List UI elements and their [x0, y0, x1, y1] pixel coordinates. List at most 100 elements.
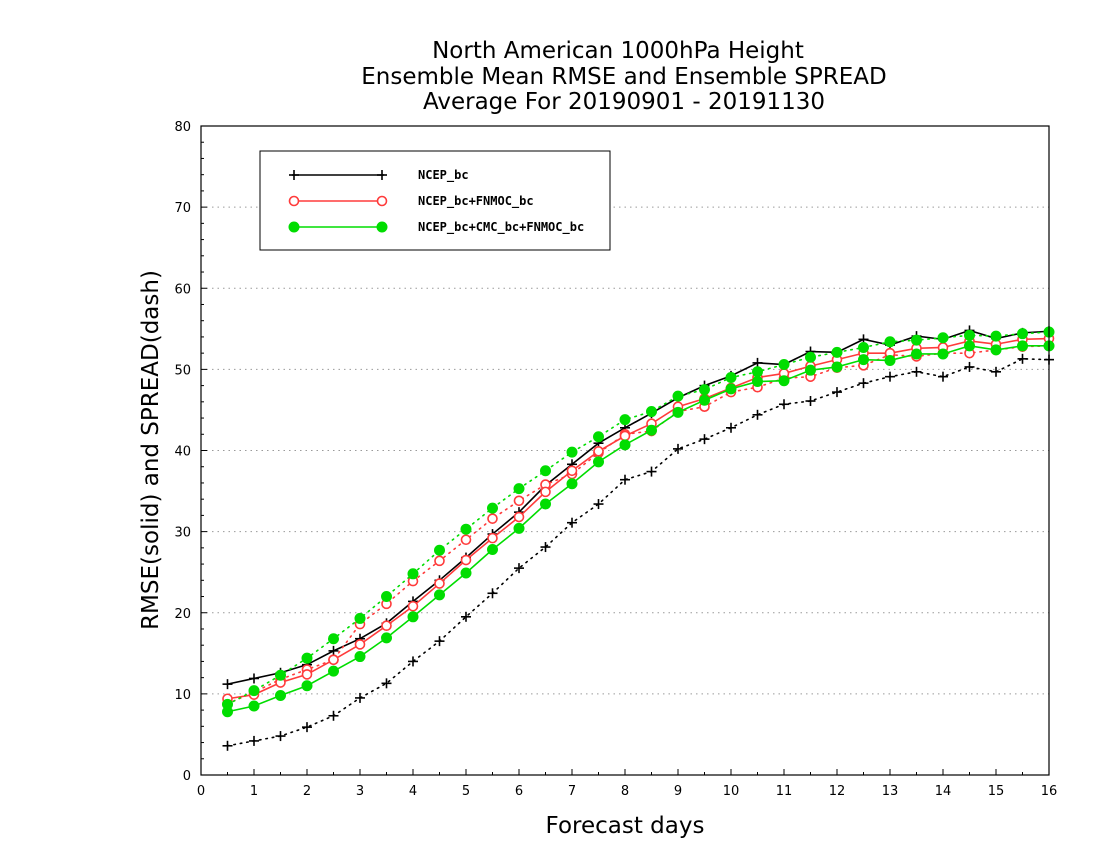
spread-point — [593, 431, 604, 443]
title-line-1: North American 1000hPa Height — [432, 38, 804, 64]
title-line-2: Ensemble Mean RMSE and Ensemble SPREAD — [361, 64, 886, 90]
rmse-point — [301, 669, 313, 680]
y-tick-label: 70 — [174, 201, 191, 216]
x-tick-label: 10 — [723, 784, 740, 799]
y-tick-label: 0 — [183, 769, 191, 784]
spread-point — [937, 332, 949, 344]
spread-point — [991, 366, 1001, 377]
spread-point — [407, 568, 419, 580]
x-tick-label: 11 — [776, 784, 793, 799]
spread-point — [672, 390, 684, 402]
x-tick-label: 1 — [250, 784, 258, 799]
y-axis-label: RMSE(solid) and SPREAD(dash) — [138, 270, 164, 630]
rmse-point — [566, 478, 578, 490]
rmse-line — [227, 329, 1050, 685]
spread-point — [752, 409, 763, 420]
legend-marker — [377, 170, 387, 180]
rmse-point — [540, 498, 551, 510]
x-tick-label: 8 — [621, 784, 629, 799]
legend: NCEP_bc NCEP_bc+FNMOC_bc NCEP_bc+CMC_bc+FN… — [259, 150, 611, 251]
spread-point — [514, 563, 524, 574]
rmse-point — [778, 375, 790, 387]
spread-point — [434, 544, 445, 556]
rmse-point — [407, 611, 419, 623]
rmse-point — [805, 364, 816, 376]
y-tick-label: 30 — [174, 526, 191, 541]
spread-point — [885, 371, 895, 382]
spread-point — [328, 633, 339, 645]
x-axis-label: Forecast days — [546, 813, 705, 839]
spread-point — [964, 329, 975, 341]
rmse-point — [434, 578, 445, 589]
rmse-point — [911, 348, 922, 360]
spread-point — [938, 371, 948, 382]
rmse-point — [381, 632, 392, 644]
rmse-point — [328, 654, 339, 666]
spread-point — [354, 612, 366, 624]
rmse-point — [222, 679, 233, 690]
spread-point — [1017, 353, 1028, 364]
spread-point — [248, 685, 260, 697]
series-1 — [222, 333, 1055, 709]
legend-entry: NCEP_bc — [289, 168, 469, 183]
rmse-point — [752, 357, 763, 368]
spread-point — [805, 396, 816, 407]
spread-point — [513, 495, 525, 507]
rmse-point — [487, 543, 498, 555]
spread-point — [249, 735, 259, 746]
x-tick-label: 6 — [515, 784, 523, 799]
series-2 — [222, 326, 1055, 718]
legend-label: NCEP_bc+CMC_bc+FNMOC_bc — [418, 220, 584, 235]
rmse-point — [460, 567, 472, 579]
spread-point — [434, 636, 445, 647]
rmse-point — [381, 620, 392, 632]
spread-point — [540, 542, 551, 553]
x-tick-label: 7 — [568, 784, 576, 799]
spread-point — [884, 336, 896, 348]
rmse-point — [725, 383, 737, 395]
legend-marker — [288, 195, 300, 207]
rmse-point — [1017, 340, 1028, 352]
legend-marker — [289, 170, 299, 180]
spread-point — [566, 446, 578, 458]
x-tick-label: 16 — [1041, 784, 1058, 799]
spread-point — [460, 534, 472, 546]
x-tick-label: 9 — [674, 784, 682, 799]
spread-point — [513, 483, 525, 495]
spread-point — [699, 434, 710, 445]
spread-point — [487, 588, 498, 599]
spread-point — [619, 414, 631, 426]
rmse-point — [858, 354, 869, 366]
spread-point — [673, 443, 683, 454]
rmse-point — [460, 554, 472, 566]
x-tick-label: 13 — [882, 784, 899, 799]
rmse-point — [275, 689, 286, 701]
legend-label: NCEP_bc — [418, 168, 469, 183]
legend-entry: NCEP_bc+CMC_bc+FNMOC_bc — [288, 220, 584, 235]
rmse-point — [619, 439, 631, 451]
rmse-point — [831, 361, 843, 373]
rmse-point — [487, 532, 498, 544]
spread-point — [620, 474, 630, 485]
rmse-point — [884, 354, 896, 366]
spread-point — [381, 678, 392, 689]
y-tick-label: 20 — [174, 607, 191, 622]
spread-point — [699, 384, 710, 396]
rmse-point — [407, 600, 419, 612]
spread-point — [275, 669, 286, 681]
legend-marker — [376, 221, 388, 233]
rmse-point — [593, 446, 604, 457]
legend-marker — [288, 221, 300, 233]
rmse-point — [964, 340, 975, 352]
spread-point — [725, 371, 737, 383]
rmse-point — [699, 394, 710, 406]
spread-point — [964, 361, 975, 372]
rmse-point — [328, 645, 339, 656]
rmse-line — [227, 345, 1049, 713]
legend-marker — [376, 195, 388, 207]
spread-point — [567, 517, 577, 528]
x-tick-label: 5 — [462, 784, 470, 799]
series-0 — [222, 325, 1054, 751]
rmse-point — [513, 522, 525, 534]
